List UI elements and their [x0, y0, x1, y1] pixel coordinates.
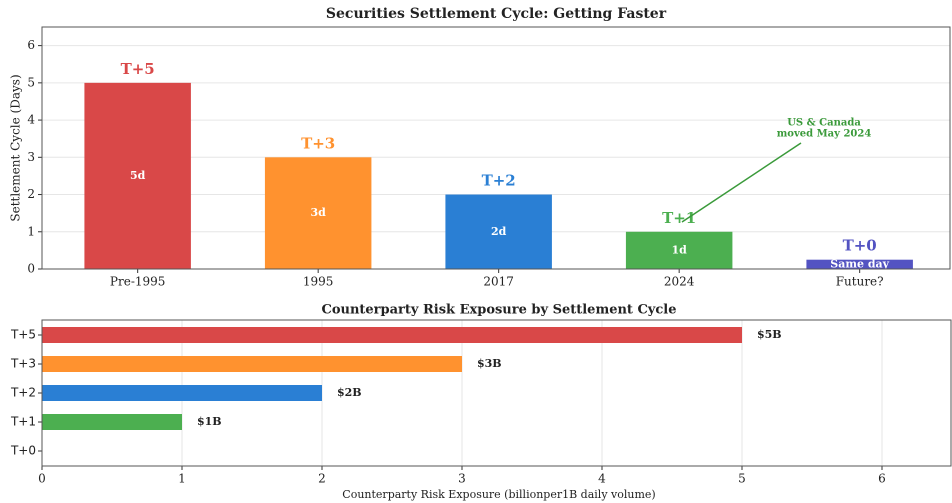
- bar-inner-label: 5d: [130, 169, 146, 182]
- annotation: US & Canada: [787, 118, 861, 129]
- bar: [84, 82, 191, 269]
- x-axis-label: Counterparty Risk Exposure (billionper1B…: [342, 488, 655, 501]
- x-tick-label: Future?: [836, 275, 884, 289]
- annotation-arrow: [681, 142, 802, 223]
- x-tick-label: 5: [738, 472, 746, 486]
- value-label: $3B: [477, 357, 502, 370]
- bar: [806, 259, 913, 269]
- y-tick-label: T+0: [10, 444, 36, 458]
- x-tick-label: 4: [598, 472, 606, 486]
- annotation: moved May 2024: [777, 129, 872, 140]
- y-tick-label: 4: [27, 113, 35, 127]
- bar-top-label: T+2: [482, 172, 516, 190]
- bar-inner-label: Same day: [830, 257, 889, 270]
- chart-title: Securities Settlement Cycle: Getting Fas…: [326, 6, 667, 22]
- x-tick-label: 1995: [303, 275, 334, 289]
- x-tick-label: 1: [178, 472, 186, 486]
- bar: [264, 157, 372, 269]
- bar-inner-label: 3d: [310, 206, 326, 219]
- x-tick-label: 3: [458, 472, 466, 486]
- y-tick-label: 0: [27, 262, 35, 276]
- y-tick-label: 6: [27, 38, 35, 52]
- y-tick-label: 2: [27, 187, 35, 201]
- y-axis-label: Settlement Cycle (Days): [9, 74, 23, 221]
- bar: [42, 356, 462, 372]
- bar-inner-label: 1d: [671, 243, 687, 256]
- bar-top-label: T+3: [301, 134, 335, 152]
- x-tick-label: 6: [878, 472, 886, 486]
- plot-frame: [41, 26, 951, 270]
- value-label: $5B: [757, 328, 782, 341]
- value-label: $2B: [337, 386, 362, 399]
- bar: [625, 231, 733, 269]
- x-tick-label: 2024: [664, 275, 695, 289]
- bar: [42, 385, 322, 401]
- value-label: $1B: [197, 415, 222, 428]
- chart-title: Counterparty Risk Exposure by Settlement…: [321, 303, 676, 318]
- y-tick-label: 3: [27, 150, 35, 164]
- y-tick-label: T+3: [10, 357, 36, 371]
- y-tick-label: 5: [27, 75, 35, 89]
- bar: [42, 414, 182, 430]
- y-tick-label: T+5: [10, 328, 36, 342]
- bar: [445, 194, 552, 269]
- y-tick-label: T+1: [10, 415, 36, 429]
- bar-top-label: T+0: [843, 237, 877, 255]
- x-tick-label: 2017: [483, 275, 514, 289]
- y-tick-label: T+2: [10, 386, 36, 400]
- plot-frame: [41, 319, 952, 467]
- bar-top-label: T+5: [121, 60, 155, 78]
- bar: [42, 327, 742, 343]
- x-tick-label: 2: [318, 472, 326, 486]
- x-tick-label: Pre-1995: [110, 275, 166, 289]
- x-tick-label: 0: [38, 472, 46, 486]
- y-tick-label: 1: [27, 224, 35, 238]
- bar-inner-label: 2d: [491, 225, 507, 238]
- bar-top-label: T+1: [662, 209, 696, 227]
